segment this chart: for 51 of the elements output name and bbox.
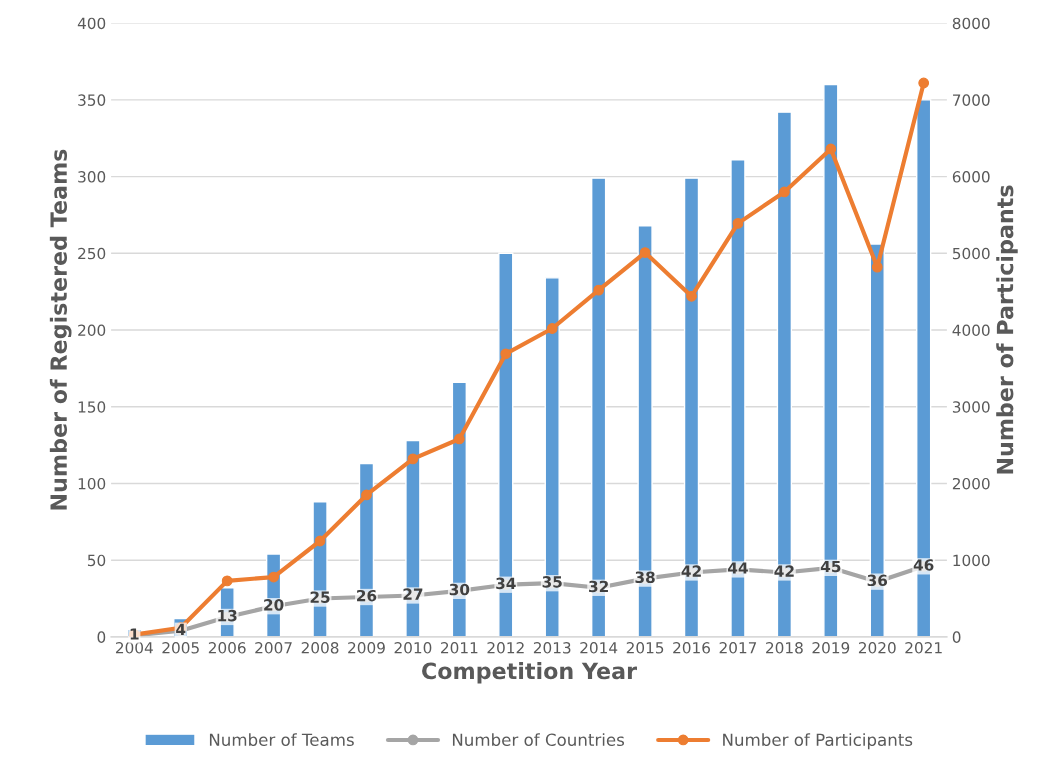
y-tick-label: 300 bbox=[78, 171, 106, 183]
data-label: 26 bbox=[357, 589, 377, 602]
x-tick-label: 2011 bbox=[441, 642, 478, 654]
x-tick-label: 2009 bbox=[348, 642, 385, 654]
x-tick-label: 2004 bbox=[115, 642, 153, 654]
legend-label: Number of Teams bbox=[209, 733, 354, 747]
y2-tick-label: 5000 bbox=[952, 247, 990, 260]
data-label: 13 bbox=[218, 609, 237, 622]
y-tick-label: 250 bbox=[78, 247, 106, 260]
y2-tick-label: 3000 bbox=[952, 401, 990, 413]
y-tick-label: 100 bbox=[78, 477, 106, 490]
x-tick-label: 2006 bbox=[208, 642, 246, 654]
y2-tick-label: 6000 bbox=[952, 171, 990, 183]
data-label: 30 bbox=[449, 583, 470, 596]
x-tick-label: 2017 bbox=[719, 642, 757, 654]
y2-tick-label: 2000 bbox=[952, 477, 990, 490]
y-tick-label: 50 bbox=[87, 554, 106, 567]
y-tick-label: 350 bbox=[78, 94, 106, 106]
data-label: 42 bbox=[774, 565, 794, 577]
y-tick-label: 150 bbox=[78, 401, 106, 413]
y2-tick-label: 8000 bbox=[952, 17, 990, 30]
x-tick-label: 2008 bbox=[301, 642, 339, 654]
x-tick-label: 2007 bbox=[255, 642, 292, 654]
data-label: 42 bbox=[681, 565, 701, 577]
data-label: 1 bbox=[130, 628, 139, 640]
legend-label: Number of Countries bbox=[452, 733, 625, 747]
x-tick-label: 2010 bbox=[394, 642, 432, 654]
x-tick-label: 2018 bbox=[766, 642, 803, 654]
x-tick-label: 2019 bbox=[812, 642, 850, 654]
y-tick-label: 400 bbox=[77, 17, 106, 30]
x-tick-label: 2016 bbox=[673, 642, 710, 654]
y2-tick-label: 0 bbox=[952, 631, 961, 643]
x-tick-label: 2020 bbox=[858, 642, 896, 654]
y2-tick-label: 1000 bbox=[953, 554, 990, 567]
data-label: 45 bbox=[820, 560, 841, 573]
data-label: 4 bbox=[176, 623, 186, 635]
y2-axis-title: Number of Participants bbox=[996, 185, 1018, 474]
x-tick-label: 2012 bbox=[487, 642, 524, 654]
x-tick-label: 2015 bbox=[626, 642, 664, 654]
y-tick-label: 0 bbox=[97, 631, 106, 643]
x-tick-label: 2014 bbox=[580, 642, 618, 654]
y2-tick-label: 4000 bbox=[952, 324, 990, 337]
y-tick-label: 200 bbox=[78, 324, 106, 337]
x-tick-label: 2013 bbox=[533, 642, 571, 654]
x-tick-label: 2021 bbox=[905, 642, 942, 654]
data-label: 20 bbox=[264, 599, 284, 611]
x-tick-label: 2005 bbox=[162, 642, 199, 654]
legend-label: Number of Participants bbox=[723, 733, 913, 750]
y2-tick-label: 7000 bbox=[953, 94, 990, 106]
x-axis-title: Competition Year bbox=[422, 662, 637, 684]
y-axis-title: Number of Registered Teams bbox=[49, 149, 72, 510]
